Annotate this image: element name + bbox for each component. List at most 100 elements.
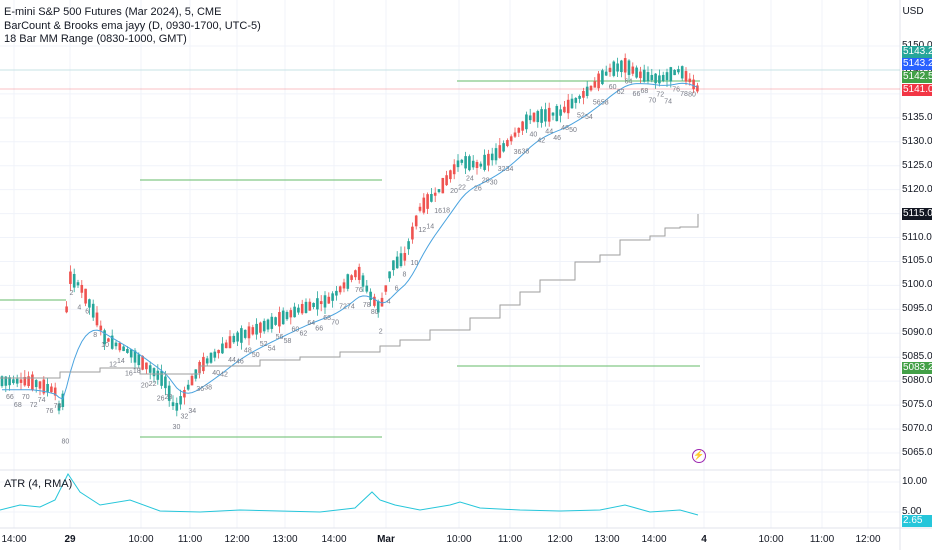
candle xyxy=(335,285,338,301)
candle xyxy=(232,333,236,344)
bar-count-label: 36 xyxy=(196,386,204,393)
legend-main[interactable]: E-mini S&P 500 Futures (Mar 2024), 5, CM… xyxy=(4,6,222,18)
price-tick-label: 5090.00 xyxy=(902,327,932,339)
price-badge-high: 5143.25 xyxy=(902,46,932,58)
bar-count-label: 54 xyxy=(268,346,276,353)
candle xyxy=(498,138,502,159)
bar-count-label: 8 xyxy=(403,271,407,278)
candle xyxy=(342,278,346,293)
candle xyxy=(544,102,547,127)
candle xyxy=(373,293,376,308)
bar-count-label: 68 xyxy=(323,315,331,322)
bar-count-label: 30 xyxy=(490,180,498,187)
candle xyxy=(270,313,274,333)
candle xyxy=(601,68,604,86)
candle xyxy=(205,355,209,367)
candle xyxy=(293,302,296,318)
price-tick-label: 5085.00 xyxy=(902,351,932,363)
candle xyxy=(281,307,285,325)
ema-line xyxy=(2,82,698,400)
bar-count-label: 40 xyxy=(529,131,537,138)
bar-count-label: 56 xyxy=(593,99,601,106)
time-tick-label: 4 xyxy=(701,534,707,545)
candle xyxy=(38,380,42,396)
candle xyxy=(289,307,293,325)
bar-count-label: 80 xyxy=(62,439,70,446)
bar-count-label: 6 xyxy=(395,285,399,292)
candle xyxy=(513,127,517,138)
candle xyxy=(95,306,99,328)
bar-count-label: 6 xyxy=(85,309,89,316)
candle xyxy=(152,367,156,383)
bar-count-label: 32 xyxy=(498,166,506,173)
candle xyxy=(540,106,543,128)
candle xyxy=(547,102,551,127)
candle xyxy=(103,328,106,350)
legend-ema[interactable]: BarCount & Brooks ema jayy (D, 0930-1700… xyxy=(4,20,261,32)
currency-button[interactable]: USD xyxy=(902,6,924,17)
bar-count-label: 62 xyxy=(299,331,307,338)
bar-count-label: 32 xyxy=(180,413,188,420)
candle xyxy=(665,68,669,87)
candle xyxy=(449,169,452,183)
bar-count-label: 16 xyxy=(434,208,442,215)
candle xyxy=(521,120,524,136)
candle xyxy=(171,395,175,411)
candle xyxy=(570,93,574,109)
candle xyxy=(589,85,593,92)
candle xyxy=(240,325,243,350)
time-tick-label: 13:00 xyxy=(272,534,298,545)
candlestick-series xyxy=(0,53,699,417)
candle xyxy=(354,269,357,281)
candle xyxy=(380,292,384,307)
bar-count-label: 50 xyxy=(569,127,577,134)
candle xyxy=(221,337,224,355)
bar-count-label: 74 xyxy=(347,303,355,310)
candle xyxy=(304,298,308,314)
candle xyxy=(255,318,258,340)
bar-count-label: 10 xyxy=(101,342,109,349)
candle xyxy=(19,372,23,390)
candle xyxy=(384,285,388,295)
candle xyxy=(338,285,342,295)
candle xyxy=(426,192,429,215)
candle xyxy=(183,386,186,405)
candle xyxy=(224,339,228,349)
candle xyxy=(487,149,490,172)
bar-count-label: 44 xyxy=(545,128,553,135)
lightning-bolt-icon[interactable]: ⚡ xyxy=(692,449,706,463)
bar-count-label: 22 xyxy=(458,185,466,192)
candle xyxy=(509,134,513,145)
bar-count-label: 26 xyxy=(474,185,482,192)
candle xyxy=(395,251,399,269)
candle xyxy=(376,299,380,318)
legend-range[interactable]: 18 Bar MM Range (0830-1000, GMT) xyxy=(4,33,187,45)
price-tick-label: 5070.00 xyxy=(902,423,932,435)
candle xyxy=(350,274,353,283)
candle xyxy=(620,59,623,78)
bar-count-label: 74 xyxy=(664,98,672,105)
bar-count-label: 76 xyxy=(46,408,54,415)
time-tick-label: 11:00 xyxy=(809,534,835,545)
bar-count-label: 72 xyxy=(656,92,664,99)
candle xyxy=(525,111,528,133)
candle xyxy=(76,279,80,288)
bar-count-label: 58 xyxy=(601,100,609,107)
bar-count-label: 20 xyxy=(141,382,149,389)
candle xyxy=(50,383,53,393)
candle xyxy=(259,321,262,338)
candle xyxy=(0,375,4,388)
candle xyxy=(297,304,300,315)
candle xyxy=(160,364,163,389)
candle xyxy=(84,288,87,307)
candle xyxy=(555,104,559,122)
candle xyxy=(190,373,194,386)
candle xyxy=(669,66,673,88)
candle xyxy=(202,352,205,374)
grid-lines xyxy=(0,0,900,528)
legend-atr[interactable]: ATR (4, RMA) xyxy=(4,478,73,490)
bar-count-label: 28 xyxy=(482,177,490,184)
candle xyxy=(627,59,631,81)
